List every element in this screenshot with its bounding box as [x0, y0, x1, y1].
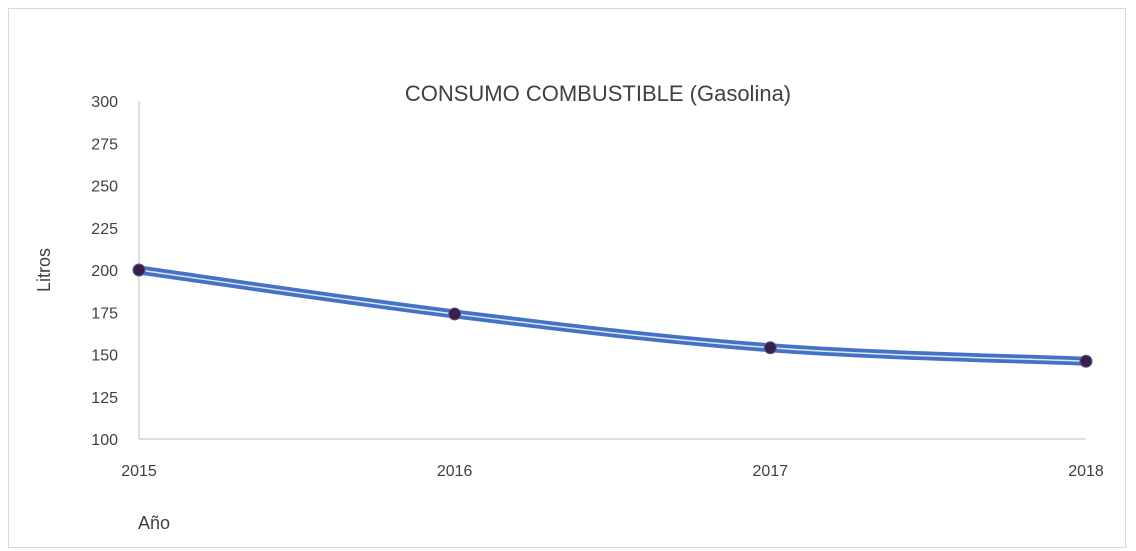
x-tick-label: 2015 [121, 463, 157, 480]
y-tick-label: 225 [91, 221, 118, 238]
y-tick-label: 150 [91, 348, 118, 365]
data-point [1079, 354, 1093, 368]
x-tick-label: 2018 [1068, 463, 1104, 480]
x-tick-labels: 2015 2016 2017 2018 [121, 463, 1104, 480]
data-point [448, 307, 462, 321]
series-line-highlight [138, 269, 1087, 363]
y-tick-label: 250 [91, 179, 118, 196]
y-tick-labels: 100 125 150 175 200 225 250 275 300 [91, 94, 118, 449]
y-axis-label: Litros [34, 248, 54, 292]
data-point [132, 263, 146, 277]
series-line [134, 265, 1091, 366]
y-tick-label: 275 [91, 136, 118, 153]
data-point [763, 341, 777, 355]
axes [138, 101, 1086, 440]
x-tick-label: 2017 [753, 463, 789, 480]
y-tick-label: 125 [91, 390, 118, 407]
x-axis-label: Año [138, 513, 170, 533]
y-tick-label: 100 [91, 432, 118, 449]
y-tick-label: 300 [91, 94, 118, 111]
chart-title: CONSUMO COMBUSTIBLE (Gasolina) [405, 81, 791, 106]
series-layer [132, 263, 1093, 368]
y-tick-label: 200 [91, 263, 118, 280]
x-tick-label: 2016 [437, 463, 473, 480]
y-tick-label: 175 [91, 305, 118, 322]
